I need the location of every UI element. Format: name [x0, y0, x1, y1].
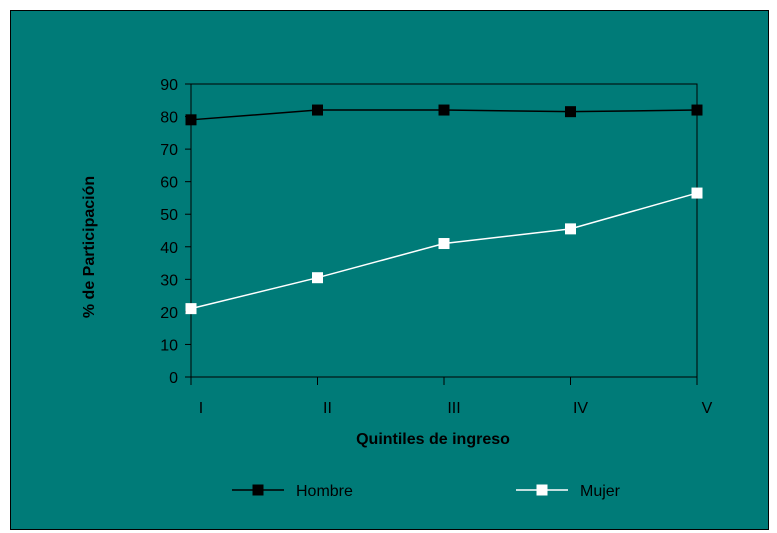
y-tick-label: 10: [160, 337, 178, 354]
chart-frame: [10, 10, 769, 530]
y-tick-label: 50: [160, 207, 178, 224]
x-tick-label: V: [702, 400, 713, 417]
y-tick-label: 20: [160, 305, 178, 322]
data-point-mujer: [691, 187, 703, 199]
series-line-mujer: [190, 192, 698, 310]
legend-marker-hombre: [252, 484, 264, 496]
legend-label-mujer: Mujer: [580, 483, 621, 500]
y-tick-label: 60: [160, 175, 178, 192]
data-point-mujer: [565, 223, 576, 235]
x-axis-ticks: I II III IV V: [190, 377, 713, 417]
y-tick-label: 90: [160, 77, 178, 94]
y-tick-label: 70: [160, 142, 178, 159]
data-point-hombre: [691, 104, 703, 116]
plot-area: [190, 83, 698, 378]
y-tick-label: 40: [160, 240, 178, 257]
x-axis-title: Quintiles de ingreso: [356, 431, 510, 448]
data-point-hombre: [185, 114, 197, 126]
x-tick-label: IV: [573, 400, 588, 417]
x-tick-label: I: [199, 400, 203, 417]
y-tick-label: 80: [160, 110, 178, 127]
y-axis-title: % de Participación: [81, 176, 98, 318]
y-tick-label: 0: [169, 370, 178, 387]
x-tick-label: III: [447, 400, 460, 417]
data-point-mujer: [185, 303, 197, 315]
data-point-mujer: [438, 238, 450, 250]
data-point-hombre: [438, 104, 450, 116]
series-layer: [185, 104, 703, 315]
data-point-hombre: [312, 104, 323, 116]
data-point-mujer: [312, 272, 323, 284]
y-tick-label: 30: [160, 272, 178, 289]
legend-label-hombre: Hombre: [296, 483, 353, 500]
y-axis-ticks: 0 10 20 30 40 50 60 70 80 90: [160, 77, 191, 387]
x-tick-label: II: [323, 400, 332, 417]
legend-marker-mujer: [536, 484, 548, 496]
data-point-hombre: [565, 106, 576, 118]
legend: Hombre Mujer: [232, 483, 621, 500]
